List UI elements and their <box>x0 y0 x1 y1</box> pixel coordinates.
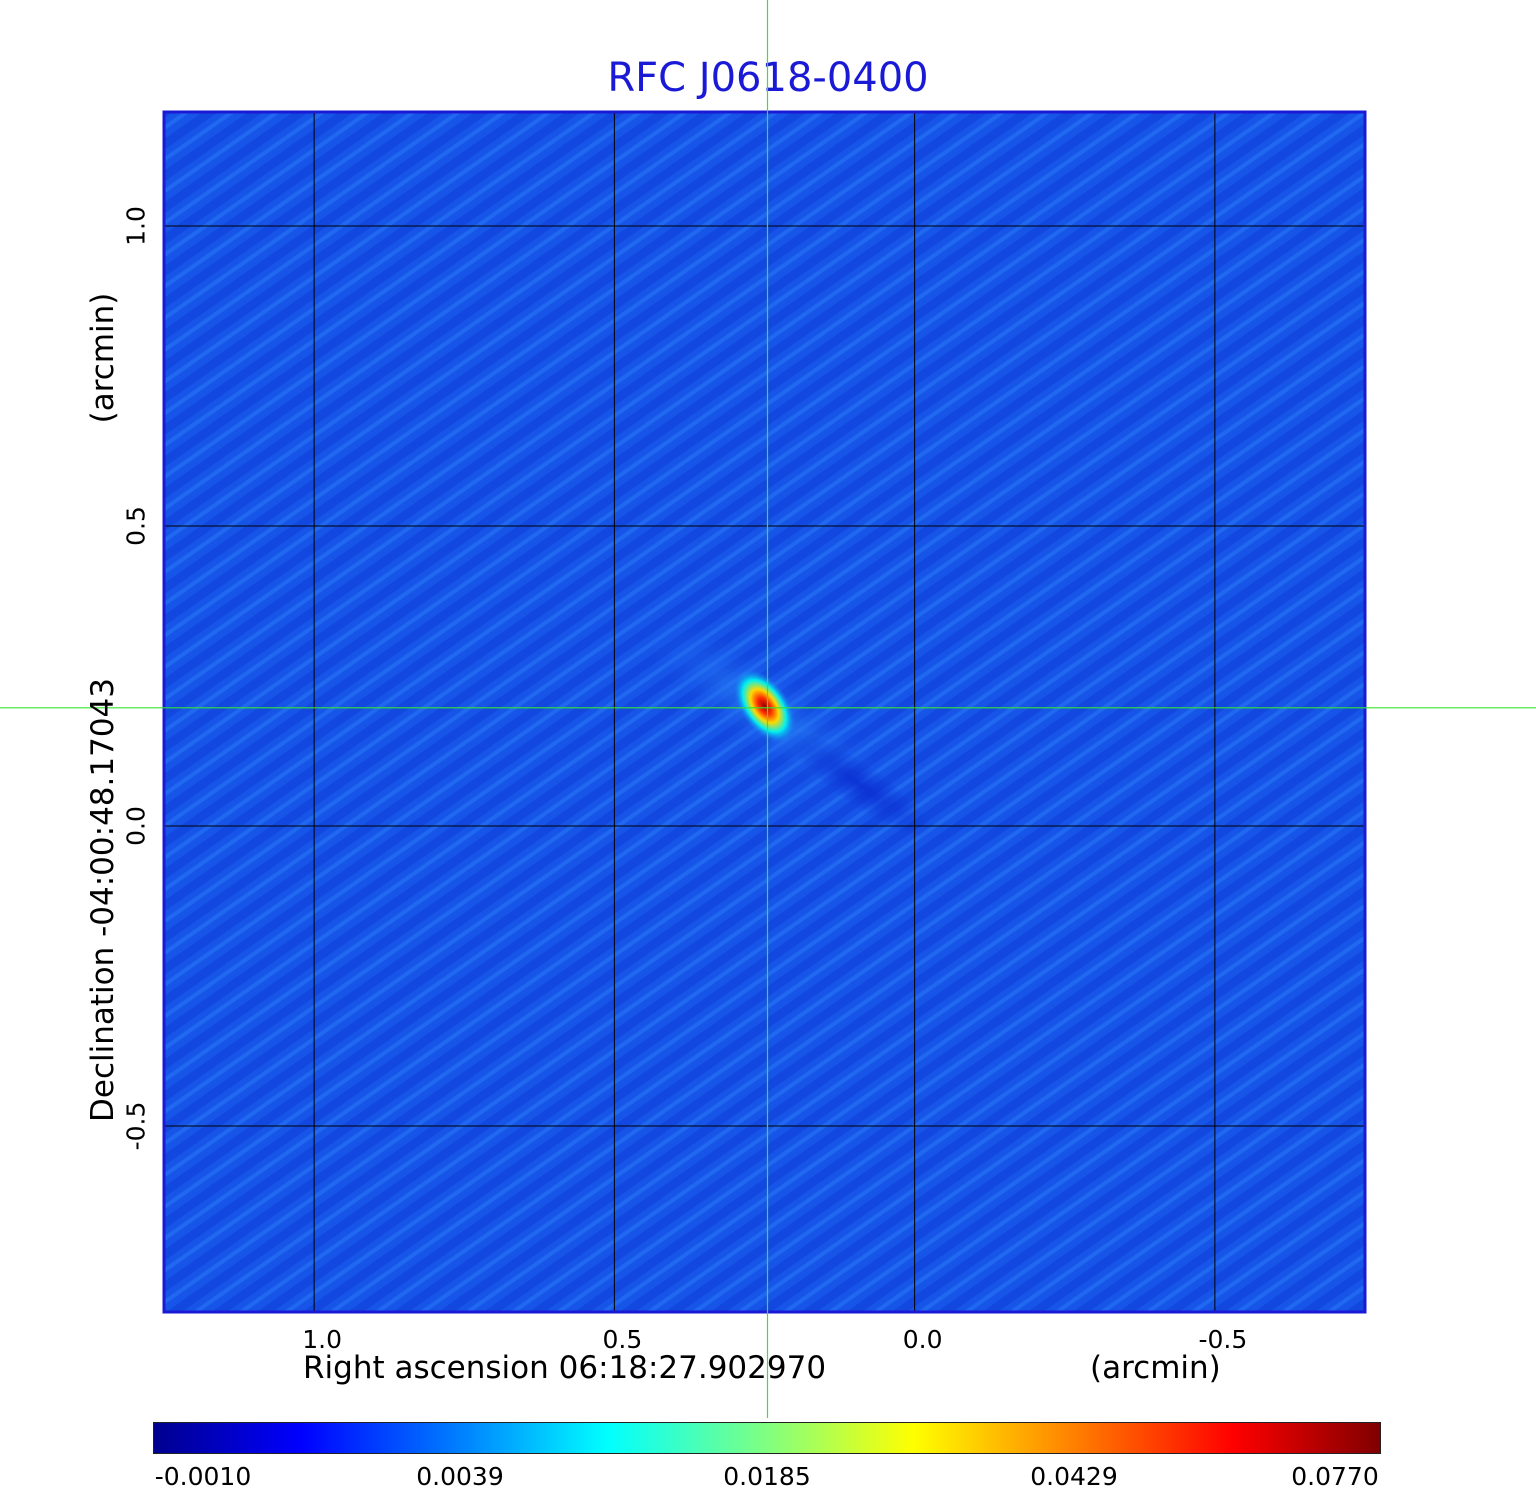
crosshair <box>0 0 1536 1418</box>
negative-sidelobe <box>785 730 935 840</box>
colorbar <box>153 1422 1381 1454</box>
x-axis-unit: (arcmin) <box>1090 1350 1221 1386</box>
radio-source <box>733 668 796 744</box>
colorbar-tick-label: 0.0770 <box>1291 1462 1379 1491</box>
colorbar-tick-label: 0.0429 <box>1030 1462 1118 1491</box>
y-tick-label: -0.5 <box>121 1101 151 1151</box>
grid-lines <box>164 112 1365 1312</box>
x-tick-label: 1.0 <box>302 1325 343 1354</box>
colorbar-tick-label: 0.0185 <box>723 1462 811 1491</box>
x-tick-label: 0.5 <box>602 1325 643 1354</box>
sky-image-plot <box>0 0 1536 1418</box>
colorbar-tick-label: -0.0010 <box>154 1462 252 1491</box>
y-axis-unit: (arcmin) <box>85 292 121 424</box>
plot-frame <box>162 110 1367 1314</box>
y-tick-label: 0.0 <box>121 806 151 846</box>
x-axis-label: Right ascension 06:18:27.902970 <box>303 1350 827 1386</box>
colorbar-tick-label: 0.0039 <box>416 1462 504 1491</box>
y-axis-label: Declination -04:00:48.17043 <box>85 678 121 1122</box>
x-tick-label: -0.5 <box>1198 1325 1248 1354</box>
x-tick-label: 0.0 <box>902 1325 943 1354</box>
y-tick-label: 1.0 <box>121 206 151 246</box>
y-tick-label: 0.5 <box>121 506 151 546</box>
